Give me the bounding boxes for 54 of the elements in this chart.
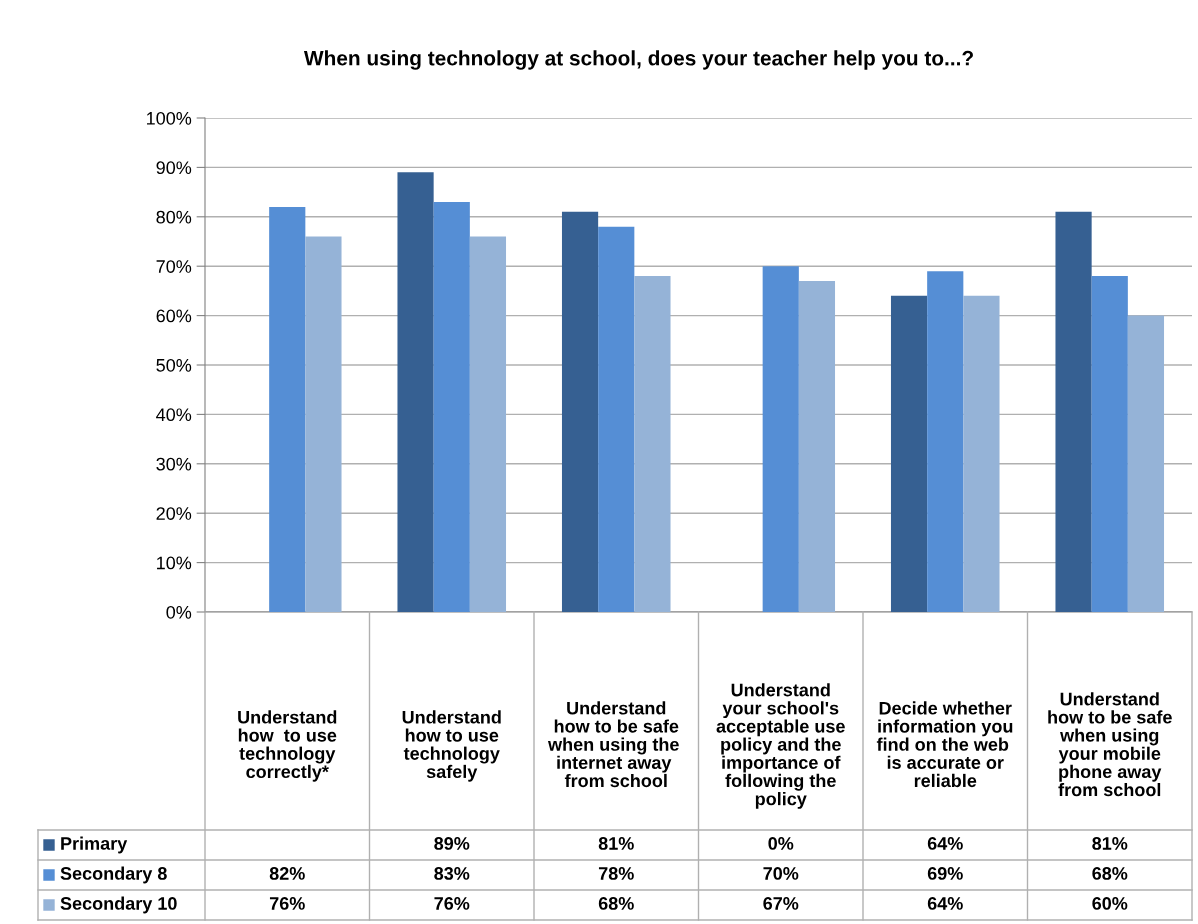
y-tick-label: 20% [156, 507, 192, 520]
x-tick-label: Understand your school's acceptable use policy and the importance of following the policy [716, 683, 845, 809]
y-tick-label: 40% [156, 408, 192, 422]
bar [890, 295, 928, 612]
data-label: 76% [434, 897, 470, 910]
data-label: 81% [1092, 837, 1128, 850]
bar [963, 295, 1000, 612]
bar [269, 206, 306, 612]
bar [561, 211, 599, 612]
bar [397, 172, 434, 612]
bar [927, 271, 964, 612]
data-label: 68% [598, 897, 634, 910]
x-tick-label: Decide whether information you find on the web is accurate or reliable [876, 701, 1013, 788]
legend-label: Secondary 10 [60, 896, 177, 914]
y-tick-label: 10% [157, 556, 192, 570]
x-tick-label: Understand how to be safe when using the internet away from school [547, 701, 679, 788]
bar [1127, 315, 1165, 612]
data-label: 64% [927, 897, 963, 910]
bar [305, 236, 342, 612]
bar [433, 201, 470, 612]
y-tick-label: 70% [156, 260, 192, 273]
data-label: 81% [598, 837, 634, 850]
data-label: 60% [1092, 897, 1128, 910]
y-tick-label: 80% [156, 210, 192, 224]
y-tick-label: 90% [156, 161, 192, 175]
y-tick-label: 50% [156, 358, 192, 372]
data-label: 76% [269, 897, 305, 910]
data-label: 67% [763, 897, 799, 910]
y-tick-label: 0% [166, 605, 192, 619]
y-tick-label: 30% [156, 457, 192, 471]
legend-label: Secondary 8 [60, 866, 167, 884]
bar [798, 281, 836, 612]
data-label: 64% [927, 837, 963, 850]
x-tick-label: Understand how to use technology correctly* [238, 710, 337, 782]
bar [634, 276, 671, 612]
x-tick-label: Understand how to be safe when using your mobile phone away from school [1048, 692, 1172, 797]
y-tick-label: 60% [156, 309, 192, 323]
data-label: 89% [434, 837, 470, 850]
legend-label: Primary [61, 836, 128, 854]
data-label: 70% [763, 867, 799, 880]
data-label: 69% [927, 867, 963, 880]
data-label: 0% [768, 837, 794, 850]
data-label: 68% [1092, 867, 1128, 880]
data-label: 78% [598, 867, 634, 880]
y-tick-label: 100% [147, 111, 192, 125]
bar [762, 266, 799, 612]
bar [1055, 211, 1092, 612]
bar [469, 236, 507, 612]
chart-title: When using technology at school, does your teacher help you to...? [303, 50, 973, 70]
data-label: 83% [434, 867, 470, 880]
bar [598, 226, 635, 612]
x-tick-label: Understand how to use technology safely [402, 710, 501, 782]
bar [1091, 276, 1128, 612]
data-label: 82% [269, 867, 305, 880]
